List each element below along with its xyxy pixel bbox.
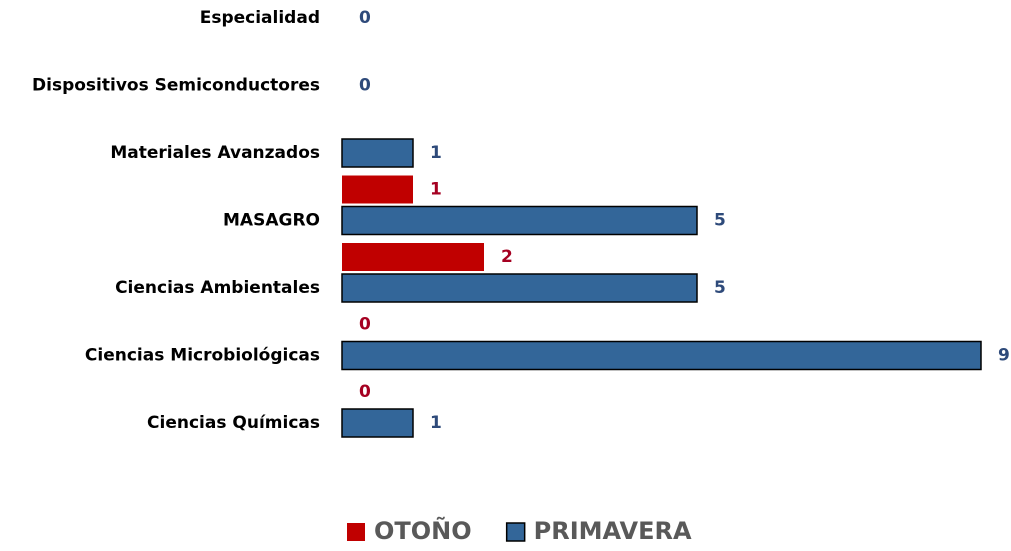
legend-label: PRIMAVERA — [534, 517, 692, 545]
category-label: Dispositivos Semiconductores — [32, 76, 320, 96]
category-label: Ciencias Químicas — [147, 413, 320, 433]
value-label: 0 — [359, 8, 371, 28]
value-label: 0 — [359, 382, 371, 402]
category-label: Ciencias Microbiológicas — [85, 346, 320, 366]
value-label: 1 — [430, 143, 442, 163]
value-label: 5 — [714, 278, 726, 298]
bar — [341, 273, 698, 303]
value-label: 1 — [430, 413, 442, 433]
bar — [341, 138, 414, 168]
bar — [341, 340, 982, 371]
category-label: Especialidad — [200, 8, 320, 28]
value-label: 0 — [359, 76, 371, 96]
value-label: 9 — [998, 346, 1010, 366]
value-label: 0 — [359, 315, 371, 335]
bar — [342, 243, 484, 271]
value-label: 5 — [714, 211, 726, 231]
value-label: 2 — [501, 247, 513, 267]
legend-swatch — [505, 522, 526, 542]
category-label: MASAGRO — [223, 211, 320, 231]
bar — [341, 205, 698, 236]
bar — [341, 408, 414, 438]
legend-label: OTOÑO — [374, 516, 472, 545]
category-label: Materiales Avanzados — [110, 143, 320, 163]
bar — [342, 175, 413, 204]
legend-swatch — [347, 523, 365, 541]
value-label: 1 — [430, 180, 442, 200]
category-label: Ciencias Ambientales — [115, 278, 320, 298]
